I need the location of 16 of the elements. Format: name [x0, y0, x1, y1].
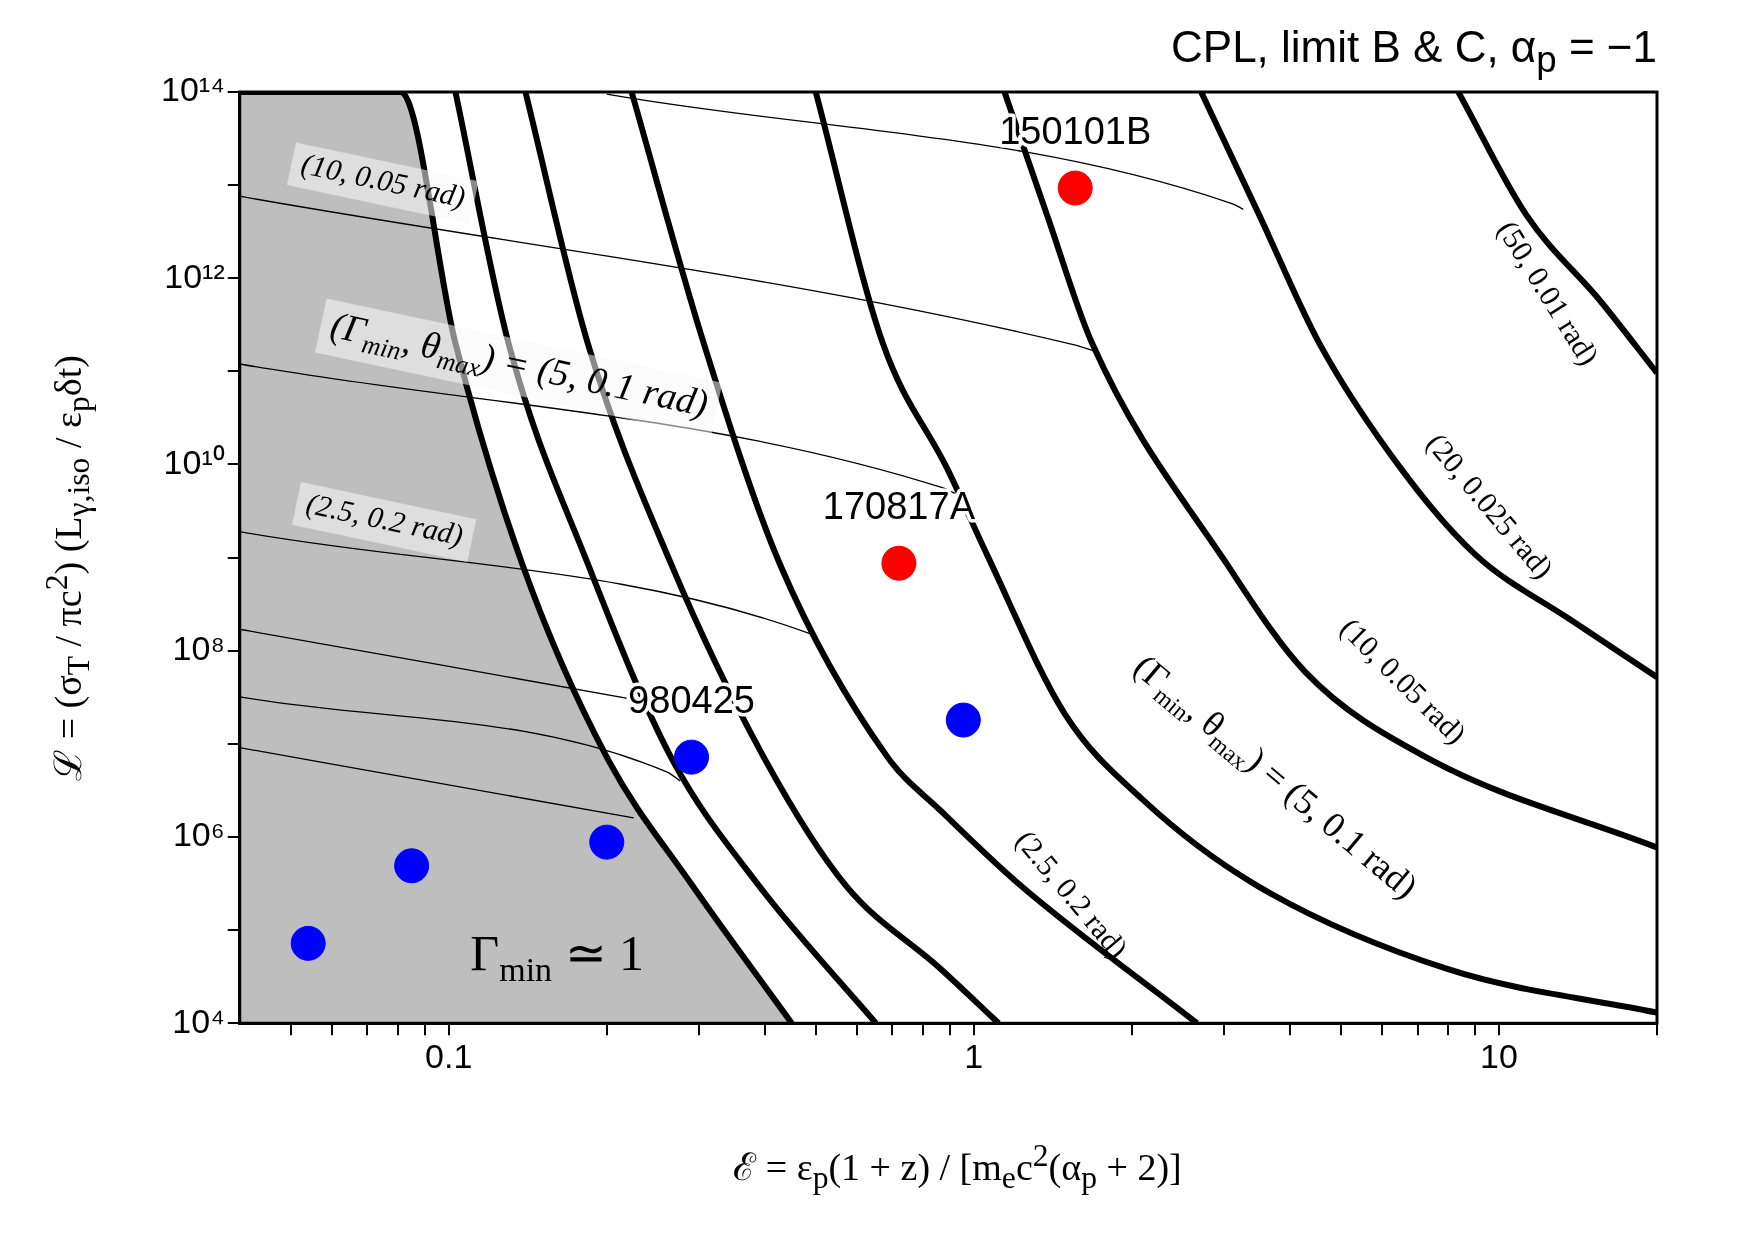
y-tick-label: 10⁴: [172, 1001, 225, 1040]
x-tick-label: 0.1: [425, 1036, 473, 1075]
text: ℰ = ε$_{p}$(1 + z) / [m$_{e}$c$^{2}$(α$_{p}$ + 2)]: [733, 1138, 1182, 1196]
y-tick-label: 10⁸: [172, 629, 225, 668]
y-tick-label: 10¹⁰: [163, 442, 225, 481]
annotation: (10, 0.05 rad): [298, 146, 469, 215]
annotation: (50, 0.01 rad): [1490, 214, 1606, 372]
x-tick-label: 1: [964, 1036, 984, 1075]
y-tick-label: 10¹⁴: [161, 70, 225, 109]
chart-title: CPL, limit B & C, α$_{p}$ = −1: [1171, 22, 1657, 81]
annotation: (2.5, 0.2 rad): [303, 486, 467, 553]
annotation: (10, 0.05 rad): [1333, 611, 1474, 751]
y-tick-label: 10⁶: [172, 815, 225, 854]
y-tick-label: 10¹²: [164, 256, 225, 295]
annotation: (Γmin, θmax) = (5, 0.1 rad): [326, 303, 713, 426]
x-tick-label: 10: [1480, 1036, 1518, 1075]
